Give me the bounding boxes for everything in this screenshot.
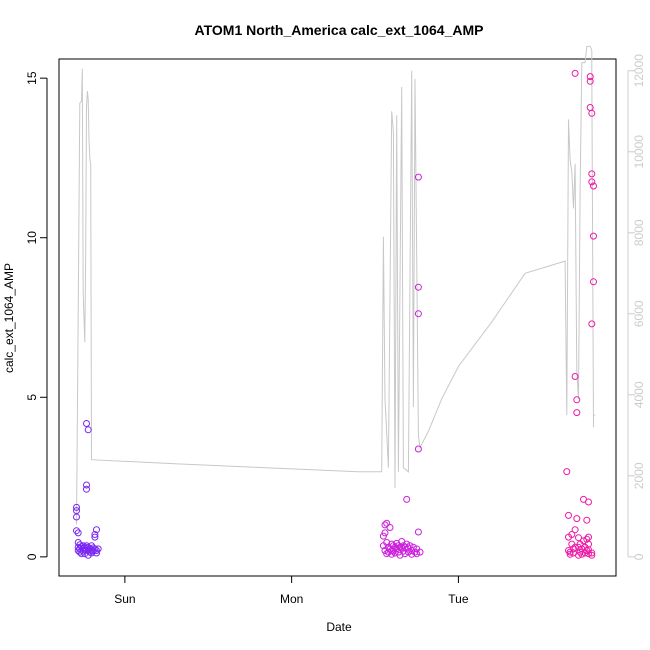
data-point bbox=[91, 545, 99, 553]
axes-layer: 0 5 10 15 0 2000 4000 6000 8000 10000 12000 Sun Mon T… bbox=[25, 54, 646, 606]
data-point bbox=[590, 182, 597, 190]
data-point bbox=[94, 545, 102, 553]
data-point bbox=[586, 73, 594, 81]
data-point bbox=[570, 545, 577, 553]
y-tick-label: 0 bbox=[25, 553, 39, 560]
data-point bbox=[573, 515, 581, 523]
data-point bbox=[93, 547, 100, 554]
data-point bbox=[83, 485, 90, 493]
data-point bbox=[409, 543, 417, 551]
data-point bbox=[73, 503, 80, 511]
y-tick-label: 15 bbox=[25, 71, 39, 85]
data-point bbox=[74, 529, 82, 537]
data-point bbox=[73, 513, 80, 521]
data-point bbox=[401, 550, 409, 558]
data-point bbox=[590, 278, 597, 286]
data-point bbox=[565, 511, 572, 519]
plot-layer bbox=[73, 45, 597, 559]
data-point bbox=[578, 550, 586, 558]
x-axis-label: Date bbox=[326, 620, 352, 634]
data-point bbox=[403, 495, 411, 503]
data-point bbox=[413, 550, 421, 558]
data-point bbox=[583, 516, 591, 524]
plot-frame bbox=[58, 58, 617, 577]
data-point bbox=[571, 69, 579, 77]
data-point bbox=[403, 540, 411, 548]
y2-tick-label: 12000 bbox=[632, 54, 646, 88]
data-point bbox=[414, 283, 422, 291]
x-tick-label: Mon bbox=[280, 592, 303, 606]
data-point bbox=[586, 77, 594, 85]
data-point bbox=[585, 498, 592, 506]
series-line-right-axis bbox=[76, 45, 596, 525]
data-point bbox=[83, 481, 90, 489]
data-point bbox=[588, 109, 596, 117]
data-point bbox=[566, 550, 574, 558]
data-point bbox=[588, 170, 596, 178]
data-point bbox=[383, 550, 391, 558]
y-tick-label: 5 bbox=[25, 394, 39, 401]
data-point bbox=[583, 535, 591, 543]
data-point bbox=[383, 539, 391, 546]
data-point bbox=[588, 178, 596, 186]
data-point bbox=[580, 537, 587, 545]
y2-tick-label: 4000 bbox=[632, 381, 646, 408]
data-point bbox=[383, 519, 391, 527]
data-point bbox=[416, 548, 424, 556]
data-point bbox=[73, 527, 80, 535]
data-point bbox=[88, 546, 95, 554]
data-point bbox=[588, 551, 596, 559]
y2-tick-label: 8000 bbox=[632, 219, 646, 246]
data-point bbox=[563, 468, 571, 476]
data-point bbox=[414, 173, 422, 181]
data-point bbox=[588, 549, 596, 557]
data-point bbox=[573, 409, 581, 417]
data-point bbox=[575, 534, 582, 542]
y-tick-label: 10 bbox=[25, 231, 39, 245]
data-point bbox=[414, 528, 422, 536]
data-point bbox=[93, 526, 100, 534]
data-point bbox=[585, 533, 592, 541]
chart-title: ATOM1 North_America calc_ext_1064_AMP bbox=[195, 22, 484, 38]
data-point bbox=[568, 531, 576, 538]
x-tick-label: Tue bbox=[448, 592, 469, 606]
data-point bbox=[588, 320, 596, 328]
y2-tick-label: 0 bbox=[632, 553, 646, 560]
data-point bbox=[573, 396, 581, 404]
data-point bbox=[585, 550, 592, 558]
x-tick-label: Sun bbox=[114, 592, 135, 606]
data-point bbox=[83, 420, 90, 427]
data-point bbox=[406, 542, 414, 550]
y2-tick-label: 10000 bbox=[632, 135, 646, 169]
data-point bbox=[414, 310, 422, 318]
data-point bbox=[84, 426, 92, 434]
data-point bbox=[590, 232, 597, 240]
data-point bbox=[381, 529, 389, 537]
data-point bbox=[396, 551, 404, 559]
data-point bbox=[91, 531, 99, 538]
data-point bbox=[571, 526, 579, 534]
data-point bbox=[571, 543, 579, 551]
data-point bbox=[386, 524, 394, 531]
data-point bbox=[414, 445, 422, 453]
data-point bbox=[571, 373, 579, 380]
data-point bbox=[93, 549, 100, 557]
y2-tick-label: 6000 bbox=[632, 300, 646, 327]
y-axis-label: calc_ext_1064_AMP bbox=[2, 263, 16, 373]
y2-tick-label: 2000 bbox=[632, 462, 646, 489]
data-point bbox=[91, 533, 99, 541]
